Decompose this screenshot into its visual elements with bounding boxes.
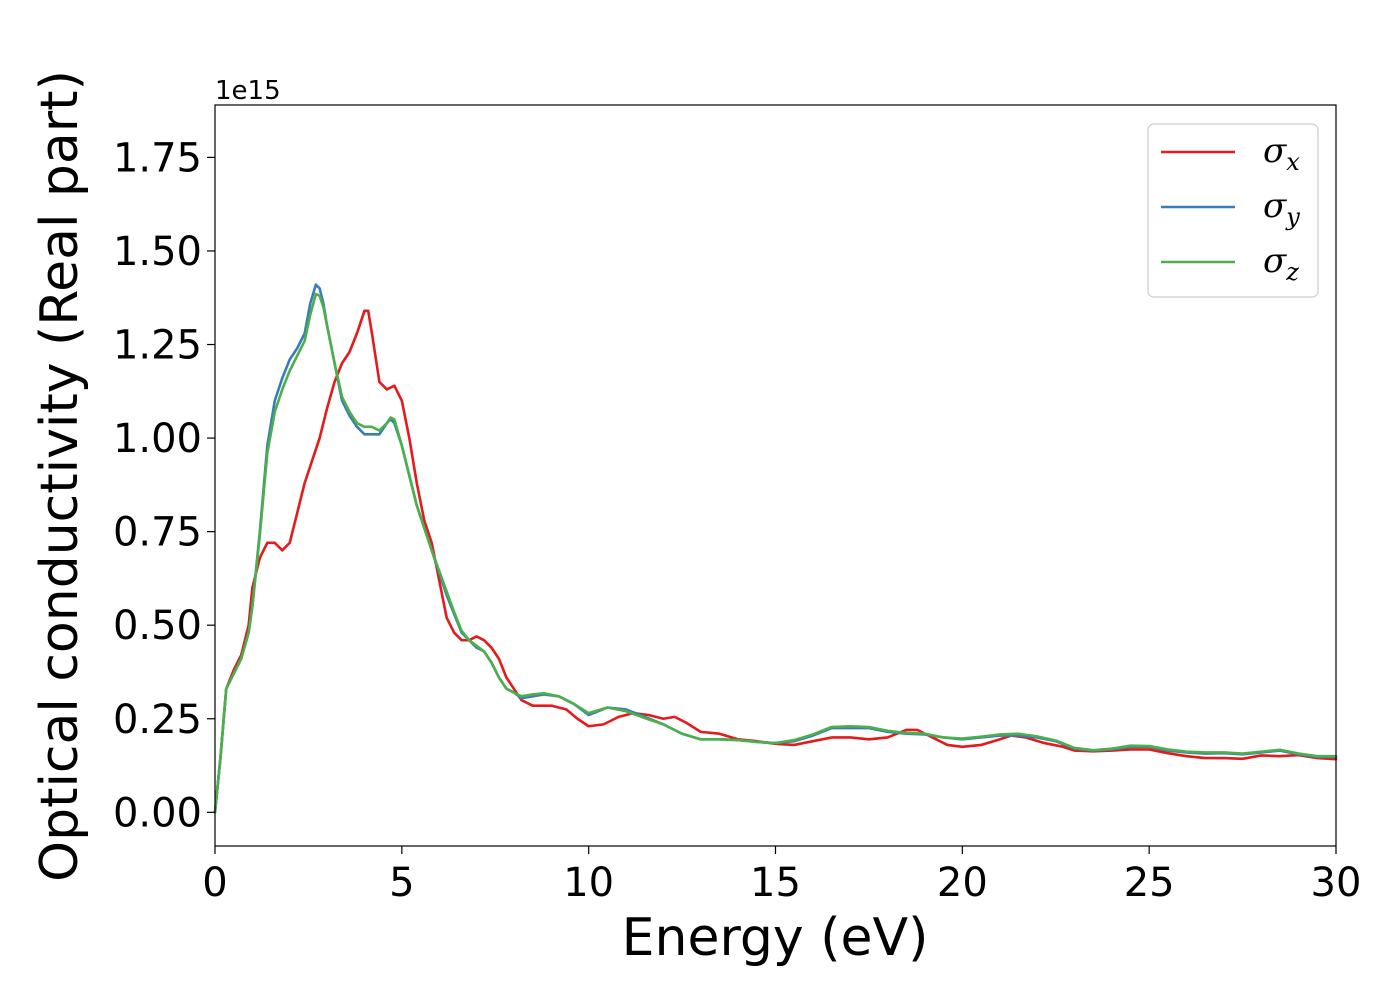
legend-label-y: σy xyxy=(1263,186,1300,231)
x-tick-label: 5 xyxy=(389,860,414,906)
y-tick-label: 1.00 xyxy=(113,416,202,462)
x-axis-ticks: 0 5 10 15 20 25 30 xyxy=(202,846,1361,906)
series-line-x xyxy=(213,309,1338,814)
x-tick-label: 10 xyxy=(563,860,614,906)
x-axis-label: Energy (eV) xyxy=(622,908,929,968)
y-tick-label: 1.75 xyxy=(113,135,202,181)
legend-label-x: σx xyxy=(1263,131,1300,176)
x-tick-label: 30 xyxy=(1311,860,1362,906)
y-tick-label: 1.50 xyxy=(113,229,202,275)
y-tick-label: 0.00 xyxy=(113,790,202,836)
y-axis-label: Optical conductivity (Real part) xyxy=(30,70,90,882)
x-tick-label: 20 xyxy=(937,860,988,906)
y-tick-label: 1.25 xyxy=(113,323,202,369)
y-offset-label: 1e15 xyxy=(215,76,281,106)
y-tick-label: 0.75 xyxy=(113,510,202,556)
series-layer xyxy=(213,283,1338,814)
legend: σx σy σz xyxy=(1147,123,1319,298)
y-tick-label: 0.25 xyxy=(113,697,202,743)
series-line-z xyxy=(213,292,1338,814)
legend-items: σx σy σz xyxy=(1161,131,1300,286)
legend-label-z: σz xyxy=(1263,241,1299,286)
x-tick-label: 0 xyxy=(202,860,227,906)
legend-box xyxy=(1147,123,1319,298)
y-axis-ticks: 0.00 0.25 0.50 0.75 1.00 1.25 1.50 1.75 xyxy=(113,135,215,836)
y-tick-label: 0.50 xyxy=(113,603,202,649)
x-tick-label: 15 xyxy=(750,860,801,906)
x-tick-label: 25 xyxy=(1124,860,1175,906)
